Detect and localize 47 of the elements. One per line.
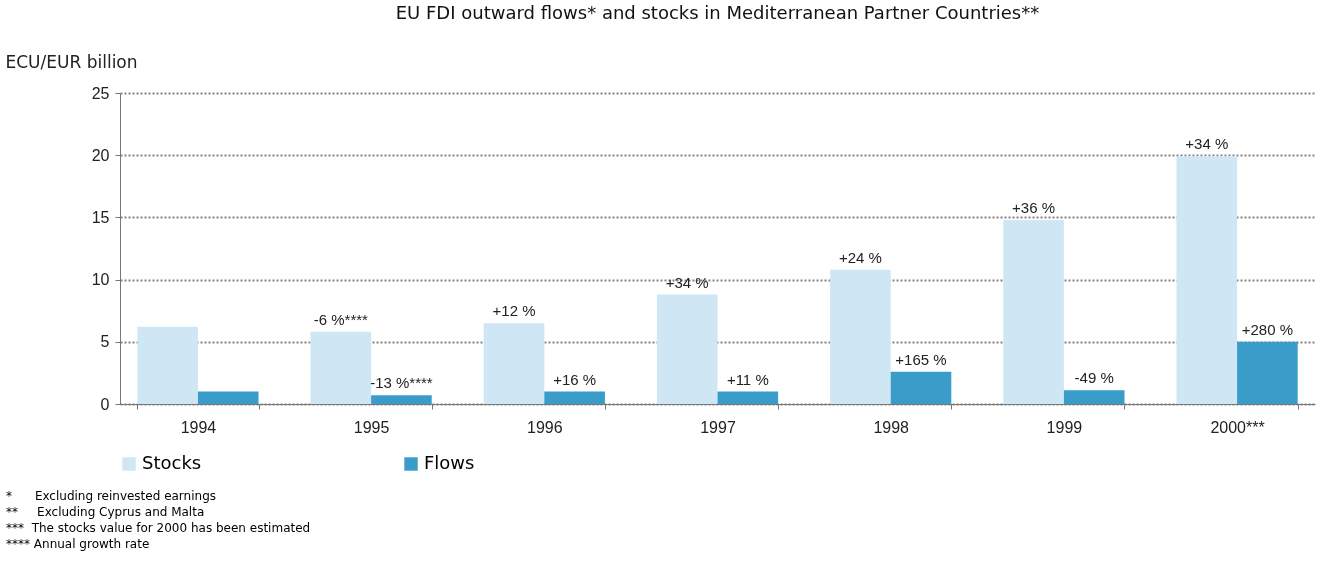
annotation: -6 %****	[313, 310, 369, 328]
annotation: +34 %	[1185, 135, 1229, 153]
x-tick-label: 1996	[527, 418, 563, 436]
y-tick-label: 5	[100, 333, 110, 351]
bar	[1176, 156, 1238, 404]
bar	[830, 269, 891, 404]
text: *** The stocks value for 2000 has been estimated	[6, 520, 312, 536]
bar	[483, 323, 545, 404]
annotation: +16 %	[553, 370, 597, 388]
x-tick-label: 1999	[1046, 418, 1083, 436]
bar	[137, 326, 198, 404]
x-tick-label: 2000***	[1210, 418, 1265, 436]
annotation: +24 %	[838, 248, 882, 266]
annotation: +12 %	[492, 302, 536, 320]
bar	[890, 371, 952, 404]
text: * Excluding reinvested earnings	[6, 488, 217, 504]
annotation: -49 %	[1074, 369, 1114, 387]
bar	[717, 391, 779, 404]
bar	[1063, 390, 1125, 404]
y-tick-label: 10	[91, 271, 110, 289]
bar	[197, 391, 259, 404]
bar	[656, 294, 718, 404]
y-tick-label: 0	[100, 395, 110, 413]
bar	[310, 331, 372, 404]
y-tick-label: 15	[91, 208, 110, 226]
legend-label: Stocks	[142, 452, 202, 473]
annotation: -13 %****	[370, 374, 433, 392]
annotation: +11 %	[726, 370, 769, 388]
chart-title: EU FDI outward flows* and stocks in Mediterranean Partner Countries**	[395, 2, 1040, 23]
bar	[1237, 341, 1298, 404]
annotation: +165 %	[895, 350, 947, 368]
y-tick-label: 25	[91, 84, 110, 102]
x-tick-label: 1994	[180, 418, 217, 436]
y-axis-title: ECU/EUR billion	[5, 51, 138, 72]
text: **** Annual growth rate	[6, 536, 151, 552]
annotation: +36 %	[1012, 198, 1056, 216]
bar	[1003, 219, 1064, 404]
x-tick-label: 1998	[873, 418, 910, 436]
annotation: +280 %	[1241, 320, 1294, 338]
text: ** Excluding Cyprus and Malta	[6, 504, 206, 520]
x-tick-label: 1995	[353, 418, 390, 436]
x-tick-label: 1997	[700, 418, 736, 436]
bar	[371, 395, 432, 404]
annotation: +34 %	[665, 273, 709, 291]
y-tick-label: 20	[91, 146, 110, 164]
legend-label: Flows	[424, 452, 475, 473]
bar	[544, 391, 605, 404]
